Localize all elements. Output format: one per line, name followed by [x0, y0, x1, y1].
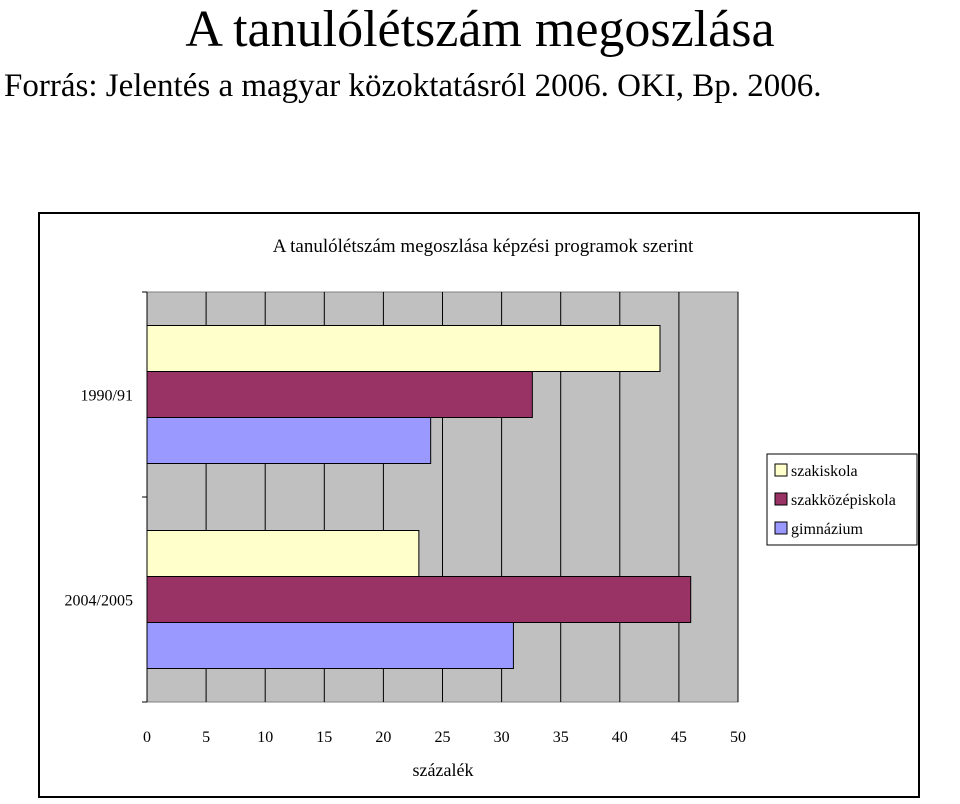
- legend-swatch: [774, 463, 788, 477]
- legend-label: szakiskola: [791, 463, 858, 480]
- bar-gimnázium-1990/91: [146, 417, 432, 464]
- bar-szakiskola-2004/2005: [146, 530, 420, 577]
- bars: [146, 325, 692, 669]
- x-tick-label: 15: [316, 729, 332, 746]
- bar-szakiskola-1990/91: [146, 325, 661, 372]
- bar-szakközépiskola-2004/2005: [146, 576, 692, 623]
- y-category-label: 2004/2005: [65, 593, 133, 610]
- legend-label: gimnázium: [791, 521, 864, 538]
- legend-swatch: [774, 492, 788, 506]
- x-tick-label: 5: [202, 729, 210, 746]
- slide-title: A tanulólétszám megoszlása: [185, 1, 775, 58]
- x-tick-label: 30: [494, 729, 510, 746]
- x-tick-labels: 0 5 10 15 20 25 30 35 40 45 50: [143, 729, 746, 746]
- chart-title: A tanulólétszám megoszlása képzési progr…: [273, 236, 694, 257]
- x-tick-label: 40: [612, 729, 628, 746]
- x-tick-label: 0: [143, 729, 151, 746]
- bar-szakközépiskola-1990/91: [146, 371, 533, 418]
- x-tick-label: 20: [375, 729, 391, 746]
- y-category-label: 1990/91: [81, 388, 133, 405]
- x-tick-label: 25: [435, 729, 451, 746]
- legend-box: [766, 453, 918, 546]
- slide-subtitle: Forrás: Jelentés a magyar közoktatásról …: [4, 68, 822, 104]
- x-tick-label: 10: [257, 729, 273, 746]
- x-tick-label: 35: [553, 729, 569, 746]
- legend-swatch: [774, 521, 788, 535]
- x-tick-label: 50: [730, 729, 746, 746]
- bar-gimnázium-2004/2005: [146, 622, 514, 669]
- legend-label: szakközépiskola: [791, 492, 896, 509]
- x-tick-label: 45: [671, 729, 687, 746]
- y-axis: 1990/91 2004/2005: [65, 291, 148, 703]
- legend: szakiskola szakközépiskola gimnázium: [766, 453, 918, 546]
- x-axis-label: százalék: [413, 760, 474, 780]
